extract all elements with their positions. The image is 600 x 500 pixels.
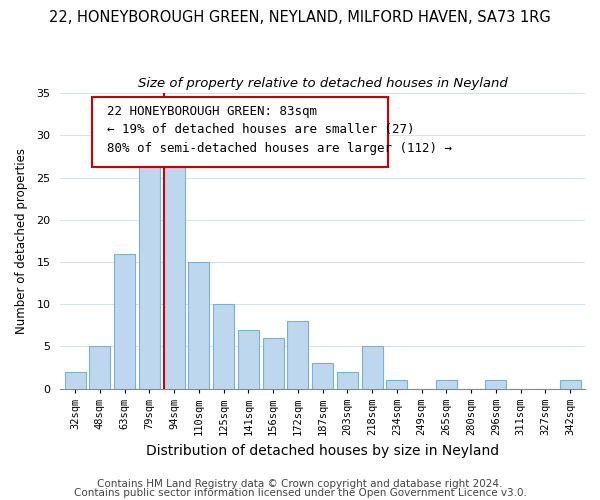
- X-axis label: Distribution of detached houses by size in Neyland: Distribution of detached houses by size …: [146, 444, 499, 458]
- Bar: [89, 346, 110, 389]
- Text: 22 HONEYBOROUGH GREEN: 83sqm
← 19% of detached houses are smaller (27)
80% of se: 22 HONEYBOROUGH GREEN: 83sqm ← 19% of de…: [107, 105, 452, 155]
- Bar: [65, 372, 86, 388]
- Bar: [263, 338, 284, 388]
- Bar: [560, 380, 581, 388]
- Bar: [139, 144, 160, 388]
- Bar: [114, 254, 135, 388]
- Text: 22, HONEYBOROUGH GREEN, NEYLAND, MILFORD HAVEN, SA73 1RG: 22, HONEYBOROUGH GREEN, NEYLAND, MILFORD…: [49, 10, 551, 25]
- Bar: [485, 380, 506, 388]
- Bar: [362, 346, 383, 389]
- Text: Contains HM Land Registry data © Crown copyright and database right 2024.: Contains HM Land Registry data © Crown c…: [97, 479, 503, 489]
- Bar: [238, 330, 259, 388]
- Bar: [188, 262, 209, 388]
- Text: Contains public sector information licensed under the Open Government Licence v3: Contains public sector information licen…: [74, 488, 526, 498]
- Bar: [337, 372, 358, 388]
- Bar: [213, 304, 234, 388]
- Y-axis label: Number of detached properties: Number of detached properties: [15, 148, 28, 334]
- Bar: [312, 364, 333, 388]
- Title: Size of property relative to detached houses in Neyland: Size of property relative to detached ho…: [138, 78, 508, 90]
- Bar: [164, 144, 185, 388]
- Bar: [287, 321, 308, 388]
- Bar: [436, 380, 457, 388]
- FancyBboxPatch shape: [92, 98, 388, 167]
- Bar: [386, 380, 407, 388]
